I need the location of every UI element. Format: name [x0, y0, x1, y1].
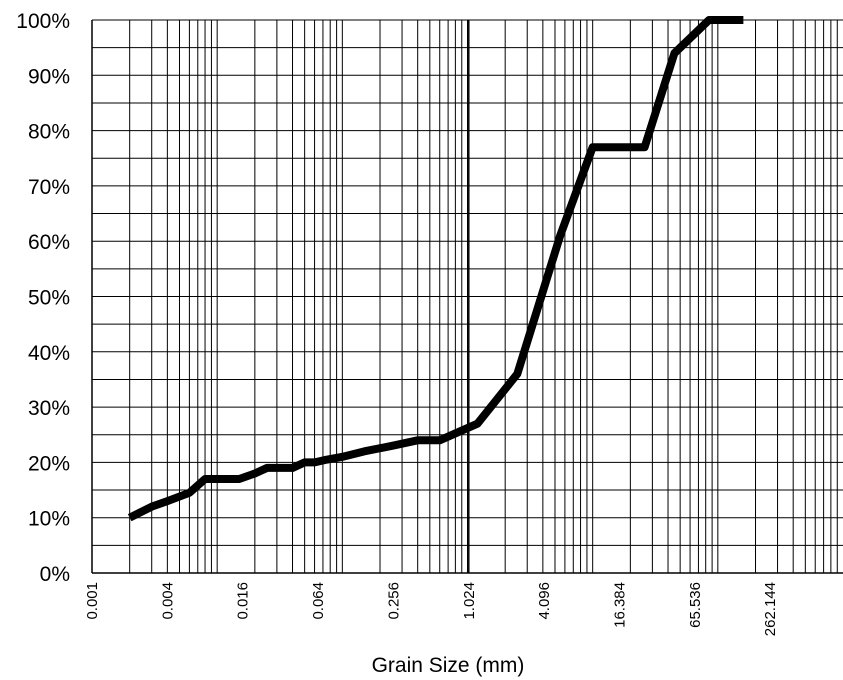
y-tick-label: 0% — [40, 563, 70, 586]
x-tick-label: 0.001 — [84, 582, 101, 620]
x-tick-label: 4.096 — [536, 582, 553, 620]
x-axis-label: Grain Size (mm) — [372, 654, 525, 677]
y-tick-label: 80% — [28, 121, 70, 144]
y-tick-label: 100% — [16, 10, 70, 33]
y-tick-label: 50% — [28, 287, 70, 310]
x-tick-label: 65.536 — [687, 582, 704, 628]
y-tick-label: 30% — [28, 397, 70, 420]
y-tick-label: 10% — [28, 508, 70, 531]
x-tick-label: 0.256 — [385, 582, 402, 620]
x-tick-label: 0.064 — [310, 582, 327, 620]
grid — [91, 19, 843, 574]
x-tick-label: 1.024 — [461, 582, 478, 620]
y-tick-label: 90% — [28, 65, 70, 88]
x-tick-label: 0.016 — [235, 582, 252, 620]
y-tick-label: 70% — [28, 176, 70, 199]
grain-size-curve — [127, 16, 744, 522]
x-tick-labels: 0.001 0.004 0.016 0.064 0.256 1.024 4.096 16.38… — [84, 582, 779, 636]
x-tick-label: 16.384 — [612, 582, 629, 628]
series-layer — [127, 16, 744, 522]
y-tick-label: 40% — [28, 342, 70, 365]
y-tick-label: 60% — [28, 231, 70, 254]
x-tick-label: 262.144 — [762, 582, 779, 636]
x-tick-label: 0.004 — [159, 582, 176, 620]
y-tick-labels: 0% 10% 20% 30% 40% 50% 60% 70% 80% 90% 100% — [16, 10, 70, 586]
y-tick-label: 20% — [28, 452, 70, 475]
